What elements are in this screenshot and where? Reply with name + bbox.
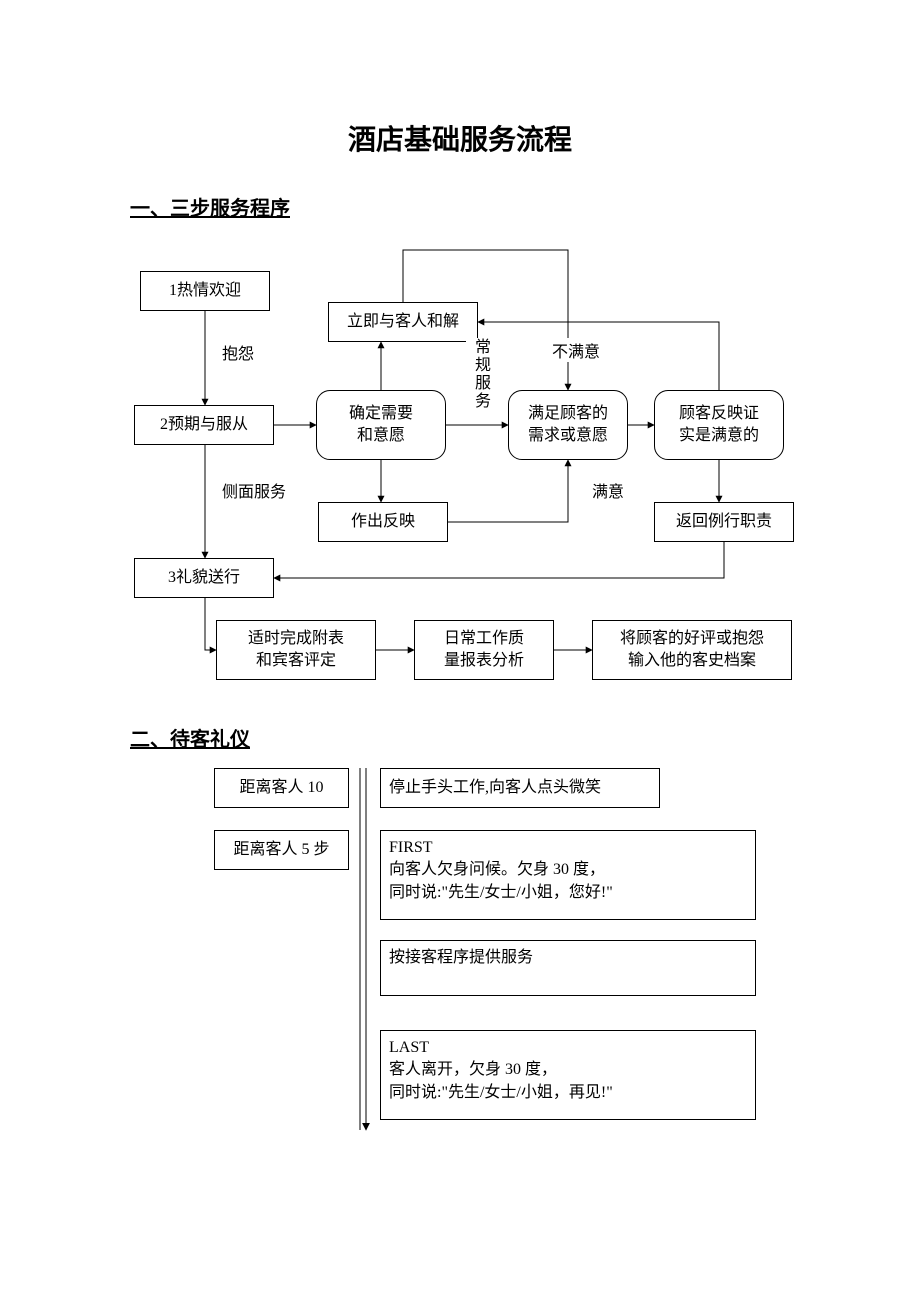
node-return: 返回例行职责: [654, 502, 794, 542]
etiquette-serve: 按接客程序提供服务: [380, 940, 756, 996]
flowchart-arrows: [0, 0, 920, 720]
edge-label-side: 侧面服务: [220, 478, 288, 502]
node-sendoff: 3礼貌送行: [134, 558, 274, 598]
node-reflect: 作出反映: [318, 502, 448, 542]
page: 酒店基础服务流程 一、三步服务程序: [0, 0, 920, 1302]
etiquette-left-5: 距离客人 5 步: [214, 830, 349, 870]
node-analysis: 日常工作质 量报表分析: [414, 620, 554, 680]
edge-label-complain: 抱怨: [220, 340, 256, 364]
section2-heading: 二、待客礼仪: [130, 723, 250, 752]
node-appendix: 适时完成附表 和宾客评定: [216, 620, 376, 680]
node-welcome: 1热情欢迎: [140, 271, 270, 311]
node-archive: 将顾客的好评或抱怨 输入他的客史档案: [592, 620, 792, 680]
edge-label-routine: 常规服务: [466, 338, 494, 410]
etiquette-last: LAST 客人离开，欠身 30 度， 同时说:"先生/女士/小姐，再见!": [380, 1030, 756, 1120]
node-determine: 确定需要 和意愿: [316, 390, 446, 460]
node-confirm: 顾客反映证 实是满意的: [654, 390, 784, 460]
section1-heading: 一、三步服务程序: [130, 192, 290, 221]
node-expect: 2预期与服从: [134, 405, 274, 445]
node-satisfy: 满足顾客的 需求或意愿: [508, 390, 628, 460]
edge-label-satisfied: 满意: [590, 478, 626, 502]
edge-label-unsatisfied: 不满意: [550, 338, 602, 362]
page-title: 酒店基础服务流程: [0, 118, 920, 158]
etiquette-first: FIRST 向客人欠身问候。欠身 30 度， 同时说:"先生/女士/小姐，您好!…: [380, 830, 756, 920]
etiquette-left-10: 距离客人 10: [214, 768, 349, 808]
node-reconcile: 立即与客人和解: [328, 302, 478, 342]
etiquette-stop: 停止手头工作,向客人点头微笑: [380, 768, 660, 808]
